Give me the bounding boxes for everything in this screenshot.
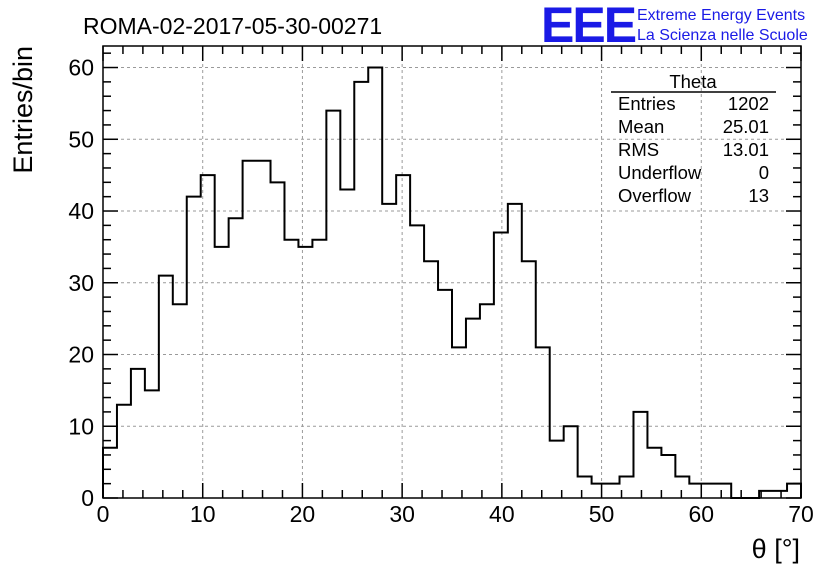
- x-tick-label: 40: [489, 501, 515, 527]
- x-tick-label: 20: [290, 501, 316, 527]
- x-axis-title: θ [°]: [752, 534, 800, 564]
- logo-mark: EEE: [541, 0, 636, 53]
- stats-value: 1202: [728, 93, 769, 114]
- axis-ticks: [102, 46, 802, 499]
- stats-label: Underflow: [618, 162, 702, 183]
- stats-value: 13: [748, 185, 769, 206]
- chart-title: ROMA-02-2017-05-30-00271: [83, 13, 382, 39]
- y-tick-label: 10: [68, 413, 94, 439]
- x-tick-label: 10: [190, 501, 216, 527]
- eee-logo: EEE Extreme Energy Events La Scienza nel…: [541, 0, 808, 53]
- logo-line-2: La Scienza nelle Scuole: [637, 27, 808, 44]
- x-tick-labels: 0 10 20 30 40 50 60 70: [97, 501, 814, 527]
- stats-label: RMS: [618, 139, 659, 160]
- y-axis-title: Entries/bin: [8, 46, 38, 174]
- stats-label: Entries: [618, 93, 676, 114]
- x-tick-label: 70: [788, 501, 814, 527]
- y-tick-label: 40: [68, 198, 94, 224]
- stats-box-title: Theta: [669, 71, 717, 92]
- histogram-step-line: [102, 66, 802, 499]
- x-tick-label: 0: [97, 501, 110, 527]
- y-tick-label: 0: [81, 485, 94, 511]
- plot-frame: [102, 45, 802, 499]
- grid-lines: [103, 46, 801, 498]
- x-tick-label: 30: [389, 501, 415, 527]
- stats-value: 13.01: [723, 139, 769, 160]
- logo-line-1: Extreme Energy Events: [637, 7, 805, 24]
- stats-box: Theta Entries 1202 Mean 25.01 RMS 13.01 Underf…: [611, 71, 776, 206]
- x-tick-label: 60: [688, 501, 714, 527]
- y-tick-label: 30: [68, 270, 94, 296]
- stats-label: Overflow: [618, 185, 692, 206]
- stats-value: 25.01: [723, 116, 769, 137]
- y-tick-label: 50: [68, 126, 94, 152]
- stats-value: 0: [759, 162, 769, 183]
- x-tick-label: 50: [589, 501, 615, 527]
- y-tick-labels: 0 10 20 30 40 50 60: [68, 55, 94, 511]
- y-tick-label: 60: [68, 55, 94, 81]
- y-tick-label: 20: [68, 342, 94, 368]
- stats-label: Mean: [618, 116, 664, 137]
